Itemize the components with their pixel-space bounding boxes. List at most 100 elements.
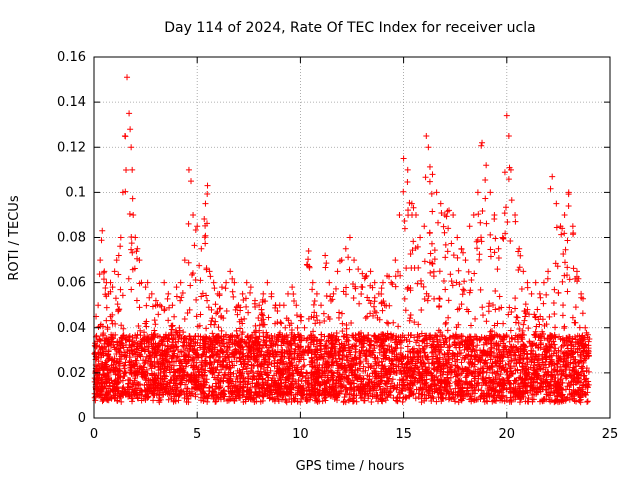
- data-point: [143, 366, 150, 373]
- data-point: [394, 398, 401, 405]
- data-point: [399, 398, 406, 405]
- data-point: [427, 250, 434, 257]
- data-point: [454, 392, 461, 399]
- data-point: [477, 219, 484, 226]
- data-point: [456, 281, 463, 288]
- data-point: [279, 371, 286, 378]
- data-point: [146, 294, 153, 301]
- data-point: [306, 346, 313, 353]
- data-point: [179, 289, 186, 296]
- data-point: [127, 369, 134, 376]
- data-point: [494, 320, 501, 327]
- data-point: [365, 395, 372, 402]
- data-point: [563, 373, 570, 380]
- data-point: [431, 388, 438, 395]
- data-point: [445, 357, 452, 364]
- data-point: [204, 297, 211, 304]
- data-point: [133, 343, 140, 350]
- data-point: [290, 370, 297, 377]
- data-point: [323, 293, 330, 300]
- data-point: [134, 385, 141, 392]
- data-point: [300, 356, 307, 363]
- data-point: [274, 377, 281, 384]
- data-point: [497, 371, 504, 378]
- data-point: [492, 235, 499, 242]
- data-point: [178, 294, 185, 301]
- data-point: [118, 335, 125, 342]
- data-point: [418, 307, 425, 314]
- data-point: [201, 378, 208, 385]
- data-point: [213, 383, 220, 390]
- data-point: [132, 357, 139, 364]
- data-point: [388, 332, 395, 339]
- data-point: [516, 325, 523, 332]
- data-point: [357, 358, 364, 365]
- data-point: [283, 389, 290, 396]
- data-point: [560, 359, 567, 366]
- data-point: [283, 377, 290, 384]
- data-point: [247, 367, 254, 374]
- data-point: [364, 335, 371, 342]
- data-point: [543, 347, 550, 354]
- data-point: [401, 365, 408, 372]
- data-point: [565, 202, 572, 209]
- data-point: [126, 332, 133, 339]
- data-point: [137, 353, 144, 360]
- data-point: [160, 334, 167, 341]
- data-point: [199, 290, 206, 297]
- data-point: [554, 364, 561, 371]
- data-point: [539, 355, 546, 362]
- data-point: [143, 302, 150, 309]
- data-point: [461, 278, 468, 285]
- data-point: [276, 375, 283, 382]
- data-point: [359, 388, 366, 395]
- data-point: [149, 303, 156, 310]
- data-point: [151, 334, 158, 341]
- data-point: [201, 216, 208, 223]
- data-point: [429, 260, 436, 267]
- data-point: [313, 397, 320, 404]
- data-point: [185, 259, 192, 266]
- data-point: [231, 397, 238, 404]
- data-point: [410, 391, 417, 398]
- data-point: [395, 323, 402, 330]
- data-point: [389, 376, 396, 383]
- data-point: [256, 373, 263, 380]
- data-point: [371, 342, 378, 349]
- data-point: [108, 334, 115, 341]
- data-point: [171, 393, 178, 400]
- data-point: [304, 370, 311, 377]
- data-point: [194, 385, 201, 392]
- data-point: [507, 389, 514, 396]
- data-point: [336, 371, 343, 378]
- data-point: [438, 365, 445, 372]
- data-point: [175, 347, 182, 354]
- data-point: [209, 330, 216, 337]
- data-point: [372, 355, 379, 362]
- data-point: [207, 273, 214, 280]
- data-point: [119, 292, 126, 299]
- data-point: [527, 364, 534, 371]
- chart-title: Day 114 of 2024, Rate Of TEC Index for r…: [164, 20, 535, 36]
- data-point: [128, 395, 135, 402]
- data-point: [321, 395, 328, 402]
- data-point: [422, 174, 429, 181]
- data-point: [431, 256, 438, 263]
- data-point: [569, 351, 576, 358]
- data-point: [526, 311, 533, 318]
- data-point: [527, 356, 534, 363]
- data-point: [428, 349, 435, 356]
- data-point: [468, 276, 475, 283]
- data-point: [274, 362, 281, 369]
- data-point: [176, 392, 183, 399]
- data-point: [94, 385, 101, 392]
- data-point: [412, 395, 419, 402]
- data-point: [209, 383, 216, 390]
- data-point: [186, 306, 193, 313]
- data-point: [112, 320, 119, 327]
- data-point: [436, 268, 443, 275]
- data-point: [220, 396, 227, 403]
- data-point: [410, 390, 417, 397]
- data-point: [510, 349, 517, 356]
- data-point: [500, 377, 507, 384]
